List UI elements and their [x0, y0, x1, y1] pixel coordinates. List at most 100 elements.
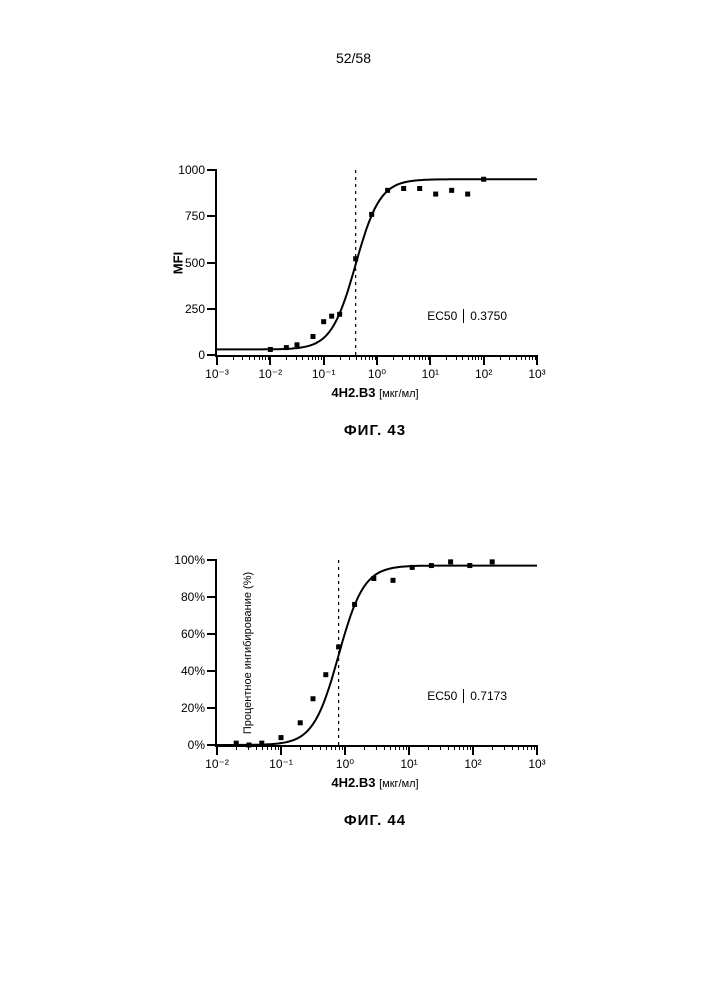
y-tick-label: 40% [181, 664, 205, 678]
x-minor-tick [376, 745, 377, 750]
x-minor-tick [472, 355, 473, 360]
x-minor-tick [492, 745, 493, 750]
data-point [467, 563, 472, 568]
x-minor-tick [254, 355, 255, 360]
data-point [369, 212, 374, 217]
x-minor-tick [312, 355, 313, 360]
x-minor-tick [236, 745, 237, 750]
x-tick [536, 745, 538, 755]
data-point [311, 334, 316, 339]
x-minor-tick [271, 745, 272, 750]
x-minor-tick [521, 355, 522, 360]
x-tick [323, 355, 325, 365]
data-point [433, 192, 438, 197]
data-point [323, 672, 328, 677]
fig43-caption: ФИГ. 43 [215, 422, 535, 439]
x-minor-tick [534, 745, 535, 750]
x-tick [429, 355, 431, 365]
x-minor-tick [512, 745, 513, 750]
x-minor-tick [372, 355, 373, 360]
x-minor-tick [532, 355, 533, 360]
x-minor-tick [249, 355, 250, 360]
x-tick-label: 10⁻¹ [312, 367, 336, 381]
x-minor-tick [259, 355, 260, 360]
x-minor-tick [459, 745, 460, 750]
fit-curve [217, 179, 537, 349]
data-point [295, 342, 300, 347]
x-tick-label: 10⁻³ [205, 367, 229, 381]
page-number: 52/58 [0, 50, 707, 66]
x-minor-tick [504, 745, 505, 750]
y-tick-label: 250 [185, 302, 205, 316]
x-minor-tick [402, 355, 403, 360]
y-tick [207, 633, 217, 635]
data-point [481, 177, 486, 182]
y-tick-label: 20% [181, 701, 205, 715]
fig43-x-label: 4H2.B3 [мкг/мл] [215, 385, 535, 400]
fig44-ec50-label: EC50 [427, 689, 457, 703]
x-minor-tick [302, 355, 303, 360]
x-minor-tick [256, 745, 257, 750]
x-minor-tick [326, 745, 327, 750]
data-point [448, 559, 453, 564]
x-minor-tick [312, 745, 313, 750]
x-minor-tick [531, 745, 532, 750]
x-minor-tick [414, 355, 415, 360]
data-point [337, 312, 342, 317]
fig44-x-compound: 4H2.B3 [331, 775, 375, 790]
x-minor-tick [262, 355, 263, 360]
y-tick-label: 0% [188, 738, 205, 752]
y-tick-label: 80% [181, 590, 205, 604]
x-minor-tick [349, 355, 350, 360]
x-tick-label: 10³ [528, 757, 545, 771]
x-minor-tick [409, 355, 410, 360]
x-tick-label: 10³ [528, 367, 545, 381]
x-tick-label: 10⁻² [205, 757, 229, 771]
fig44-ec50-value: 0.7173 [470, 689, 507, 703]
y-tick [207, 169, 217, 171]
x-tick-label: 10¹ [422, 367, 439, 381]
fig43-svg [217, 170, 537, 355]
x-minor-tick [425, 355, 426, 360]
x-tick [216, 355, 218, 365]
x-minor-tick [529, 355, 530, 360]
x-minor-tick [278, 745, 279, 750]
x-tick [269, 355, 271, 365]
x-minor-tick [463, 745, 464, 750]
fig44-caption: ФИГ. 44 [215, 812, 535, 829]
data-point [311, 696, 316, 701]
fig43-ec50-box: EC50 0.3750 [427, 309, 507, 323]
x-minor-tick [500, 355, 501, 360]
data-point [329, 314, 334, 319]
x-tick-label: 10⁰ [368, 367, 386, 381]
x-minor-tick [467, 745, 468, 750]
x-minor-tick [315, 355, 316, 360]
x-minor-tick [446, 355, 447, 360]
x-minor-tick [342, 745, 343, 750]
x-minor-tick [403, 745, 404, 750]
x-minor-tick [275, 745, 276, 750]
x-minor-tick [393, 355, 394, 360]
y-tick [207, 596, 217, 598]
y-tick-label: 750 [185, 209, 205, 223]
data-point [279, 735, 284, 740]
data-point [268, 347, 273, 352]
x-minor-tick [395, 745, 396, 750]
x-minor-tick [296, 355, 297, 360]
x-minor-tick [318, 355, 319, 360]
data-point [336, 644, 341, 649]
x-tick-label: 10² [464, 757, 481, 771]
x-minor-tick [419, 355, 420, 360]
x-minor-tick [339, 745, 340, 750]
fig43-x-unit: [мкг/мл] [379, 388, 419, 400]
x-minor-tick [422, 355, 423, 360]
data-point [401, 186, 406, 191]
x-minor-tick [428, 745, 429, 750]
x-minor-tick [369, 355, 370, 360]
fit-curve [217, 566, 537, 745]
fig43-block: MFI EC50 0.3750 0250500750100010⁻³10⁻²10… [160, 170, 550, 439]
x-minor-tick [340, 355, 341, 360]
x-minor-tick [233, 355, 234, 360]
x-minor-tick [361, 355, 362, 360]
x-minor-tick [242, 355, 243, 360]
